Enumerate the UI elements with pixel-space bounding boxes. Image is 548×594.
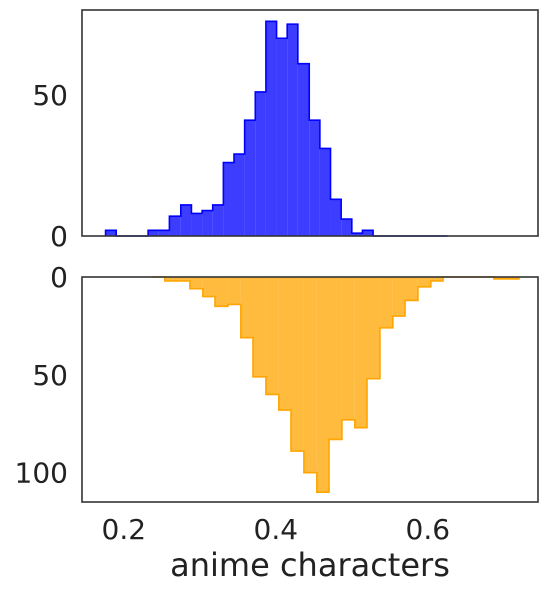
histogram-bar (316, 277, 329, 493)
top-histogram-panel: 0 50 (32, 9, 539, 253)
histogram-bar (362, 230, 374, 236)
y-tick-label: 50 (32, 79, 68, 112)
histogram-bar (287, 24, 298, 236)
histogram-bar (297, 63, 310, 236)
histogram-bar (417, 277, 431, 287)
histogram-bar (506, 277, 519, 279)
x-axis-label: anime characters (170, 546, 450, 584)
bottom-histogram-panel: 0 50 100 0.2 0.4 0.6 (15, 261, 539, 546)
histogram-bar (180, 204, 192, 236)
histogram-bar (367, 277, 380, 379)
histogram-bar (351, 233, 363, 236)
axes-frame (81, 9, 539, 237)
histogram-bar (329, 277, 342, 440)
histogram-bar (227, 277, 241, 305)
histogram-bar (319, 148, 331, 236)
histogram-bar (105, 230, 117, 236)
histogram-bar (430, 277, 443, 281)
histogram-bar (392, 277, 405, 317)
histogram-bar (354, 277, 367, 428)
histogram-bar (253, 277, 266, 377)
histogram-bar (278, 277, 291, 411)
histogram-bar (202, 277, 215, 297)
histogram-bar (265, 21, 277, 236)
histogram-bar (405, 277, 418, 301)
x-tick-label: 0.4 (254, 513, 299, 546)
histogram-bar (212, 204, 224, 236)
histogram-bar (244, 120, 256, 236)
histogram-bar (223, 162, 234, 236)
histogram-bar (189, 277, 203, 289)
histogram-outline (104, 20, 448, 237)
histogram-bar (148, 230, 159, 236)
histogram-bar (303, 277, 317, 473)
histogram-bar (265, 277, 279, 395)
histogram-bar (202, 210, 213, 236)
histogram-bar (493, 277, 507, 279)
histogram-bar (234, 154, 245, 236)
y-tick-label: 100 (15, 457, 68, 490)
axes-frame (81, 276, 539, 503)
histogram-bar (191, 213, 203, 236)
histogram-bar (291, 277, 304, 452)
histogram-bar (215, 277, 228, 307)
histogram-bar (330, 199, 342, 236)
histogram-bar (379, 277, 393, 328)
y-tick-label: 50 (32, 359, 68, 392)
x-tick-label: 0.2 (102, 513, 147, 546)
histogram-bar (164, 277, 177, 281)
histogram-bar (255, 91, 266, 236)
histogram-bar (240, 277, 253, 338)
y-tick-label: 0 (50, 220, 68, 253)
histogram-outline (151, 276, 520, 494)
histogram-bar (341, 219, 352, 236)
histogram-bar (158, 230, 170, 236)
histogram-bar (276, 38, 288, 236)
y-tick-label: 0 (50, 261, 68, 294)
histogram-bar (341, 277, 355, 420)
histogram-bar (309, 120, 320, 236)
histogram-bar (169, 216, 181, 236)
histogram-bar (177, 277, 190, 281)
x-tick-label: 0.6 (406, 513, 451, 546)
